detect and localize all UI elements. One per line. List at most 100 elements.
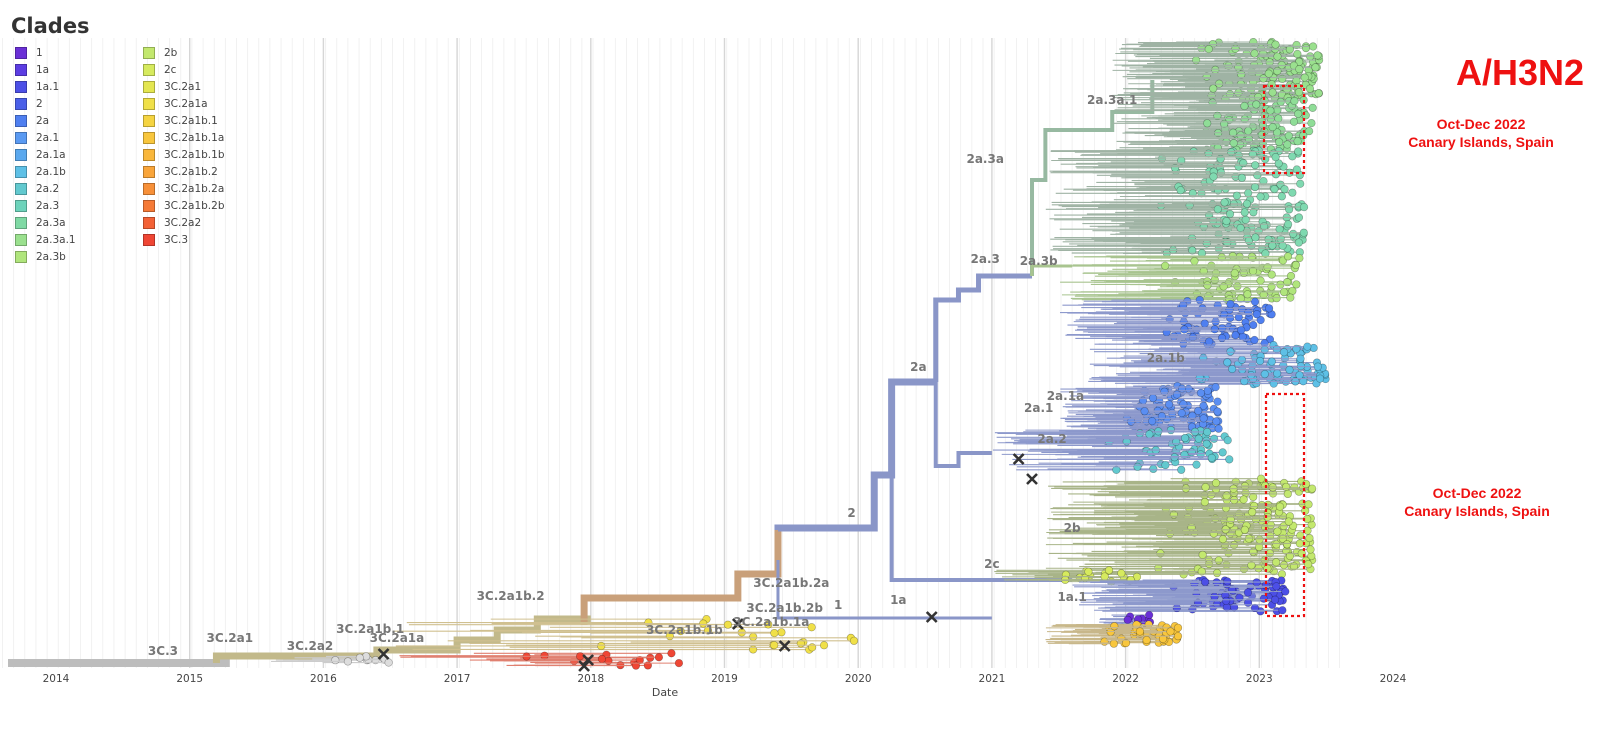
- legend-item-1a-1[interactable]: 1a.1: [15, 78, 76, 95]
- tree-tip: [1203, 427, 1212, 437]
- clade-label: 2b: [1064, 521, 1081, 535]
- axis-tick-label: 2021: [979, 673, 1006, 685]
- legend-item-3c-2a1b-2b[interactable]: 3C.2a1b.2b: [143, 197, 225, 214]
- tree-tip: [597, 641, 606, 651]
- tree-tip: [1278, 74, 1287, 83]
- axis-title: Date: [652, 686, 679, 699]
- tree-tip: [1272, 582, 1281, 591]
- figure-title: A/H3N2: [1455, 52, 1585, 93]
- clade-label: 2a.3a.1: [1087, 93, 1137, 107]
- mutation-marker: [377, 648, 390, 660]
- legend-item-3c-2a1a[interactable]: 3C.2a1a: [143, 95, 225, 112]
- axis-tick-label: 2015: [176, 673, 203, 685]
- tree-tip: [1273, 369, 1282, 378]
- legend-label: 2a.1a: [36, 148, 66, 161]
- legend-label: 3C.2a1: [164, 80, 202, 93]
- tree-tip: [1301, 43, 1311, 53]
- tree-tip: [1207, 490, 1216, 499]
- legend-item-1a[interactable]: 1a: [15, 61, 76, 78]
- tree-tip: [1210, 325, 1219, 334]
- mutation-marker: [925, 611, 938, 623]
- tree-tip: [1270, 184, 1279, 194]
- axis-tick-label: 2017: [444, 673, 471, 685]
- legend-label: 3C.2a1b.2: [164, 165, 218, 178]
- legend-label: 3C.2a1b.2a: [164, 182, 225, 195]
- legend-item-2a-3a[interactable]: 2a.3a: [15, 214, 76, 231]
- legend-item-3c-2a2[interactable]: 3C.2a2: [143, 214, 225, 231]
- tree-tip: [1161, 460, 1170, 470]
- tree-tip: [749, 632, 758, 641]
- tree-tip: [807, 623, 816, 632]
- tree-tip: [1135, 627, 1145, 636]
- clade-label: 2: [847, 506, 855, 520]
- legend-item-3c-2a1b-1b[interactable]: 3C.2a1b.1b: [143, 146, 225, 163]
- legend-item-1[interactable]: 1: [15, 44, 76, 61]
- legend-item-2a[interactable]: 2a: [15, 112, 76, 129]
- tree-tip: [1237, 70, 1246, 79]
- legend-item-2a-3b[interactable]: 2a.3b: [15, 248, 76, 265]
- tree-tip: [1133, 462, 1142, 471]
- tree-tip: [1283, 140, 1292, 149]
- tree-tip: [1200, 577, 1210, 587]
- tree-tip: [1220, 198, 1229, 207]
- mutation-marker: [778, 640, 791, 652]
- legend-item-3c-2a1b-2[interactable]: 3C.2a1b.2: [143, 163, 225, 180]
- trunk-branch: [933, 273, 1033, 382]
- tree-tip: [849, 636, 859, 645]
- trunk-branch: [1030, 80, 1155, 276]
- tree-tip: [1299, 377, 1308, 386]
- tree-tip: [1299, 228, 1308, 237]
- legend-swatch: [15, 216, 27, 229]
- legend-label: 2a.3a: [36, 216, 66, 229]
- legend-item-2a-3[interactable]: 2a.3: [15, 197, 76, 214]
- legend-item-2[interactable]: 2: [15, 95, 76, 112]
- tree-tip: [1240, 208, 1249, 217]
- clade-label: 3C.2a2: [287, 639, 334, 653]
- tree-tip: [1244, 189, 1253, 198]
- tree-tip: [1250, 335, 1259, 345]
- legend-item-3c-3[interactable]: 3C.3: [143, 231, 225, 248]
- legend-item-3c-2a1b-2a[interactable]: 3C.2a1b.2a: [143, 180, 225, 197]
- tree-tip: [1202, 439, 1211, 448]
- tree-tip: [1100, 572, 1109, 581]
- tree-tip: [1140, 407, 1149, 416]
- legend-item-3c-2a1b-1[interactable]: 3C.2a1b.1: [143, 112, 225, 129]
- legend-item-3c-2a1b-1a[interactable]: 3C.2a1b.1a: [143, 129, 225, 146]
- tree-tip: [1277, 192, 1286, 201]
- tree-tip: [1289, 117, 1299, 126]
- tree-tip: [1296, 179, 1305, 188]
- clade-label: 2a.1b: [1147, 351, 1185, 365]
- legend-item-3c-2a1[interactable]: 3C.2a1: [143, 78, 225, 95]
- legend-item-2a-3a-1[interactable]: 2a.3a.1: [15, 231, 76, 248]
- tree-tip: [1308, 484, 1317, 493]
- tree-tip: [1201, 482, 1210, 492]
- tree-tip: [1242, 199, 1252, 208]
- clade-label: 2a.3a: [966, 152, 1003, 166]
- legend-item-2a-1a[interactable]: 2a.1a: [15, 146, 76, 163]
- tree-tip: [1213, 407, 1222, 416]
- legend-label: 3C.3: [164, 233, 189, 246]
- tree-tip: [1149, 464, 1158, 474]
- tree-tip: [1288, 152, 1297, 161]
- tree-tip: [1142, 635, 1151, 645]
- legend-item-2b[interactable]: 2b: [143, 44, 225, 61]
- clade-label: 2a: [910, 360, 926, 374]
- legend-swatch: [15, 46, 27, 59]
- tree-tip: [1256, 315, 1265, 325]
- tree-tip: [1205, 337, 1214, 346]
- legend-item-2a-1b[interactable]: 2a.1b: [15, 163, 76, 180]
- legend-label: 1a.1: [36, 80, 60, 93]
- tree-tip: [1160, 387, 1169, 396]
- legend-label: 2a.3: [36, 199, 60, 212]
- tree-tip: [1251, 233, 1260, 242]
- tree-tip: [1284, 220, 1293, 229]
- tree-tip: [1286, 271, 1296, 281]
- tree-tip: [1296, 354, 1305, 363]
- legend-item-2a-1[interactable]: 2a.1: [15, 129, 76, 146]
- tree-tip: [1223, 577, 1232, 586]
- clade-label: 1a: [890, 593, 906, 607]
- legend-item-2a-2[interactable]: 2a.2: [15, 180, 76, 197]
- tree-tip: [1272, 294, 1281, 303]
- legend-item-2c[interactable]: 2c: [143, 61, 225, 78]
- tree-tip: [1218, 324, 1227, 333]
